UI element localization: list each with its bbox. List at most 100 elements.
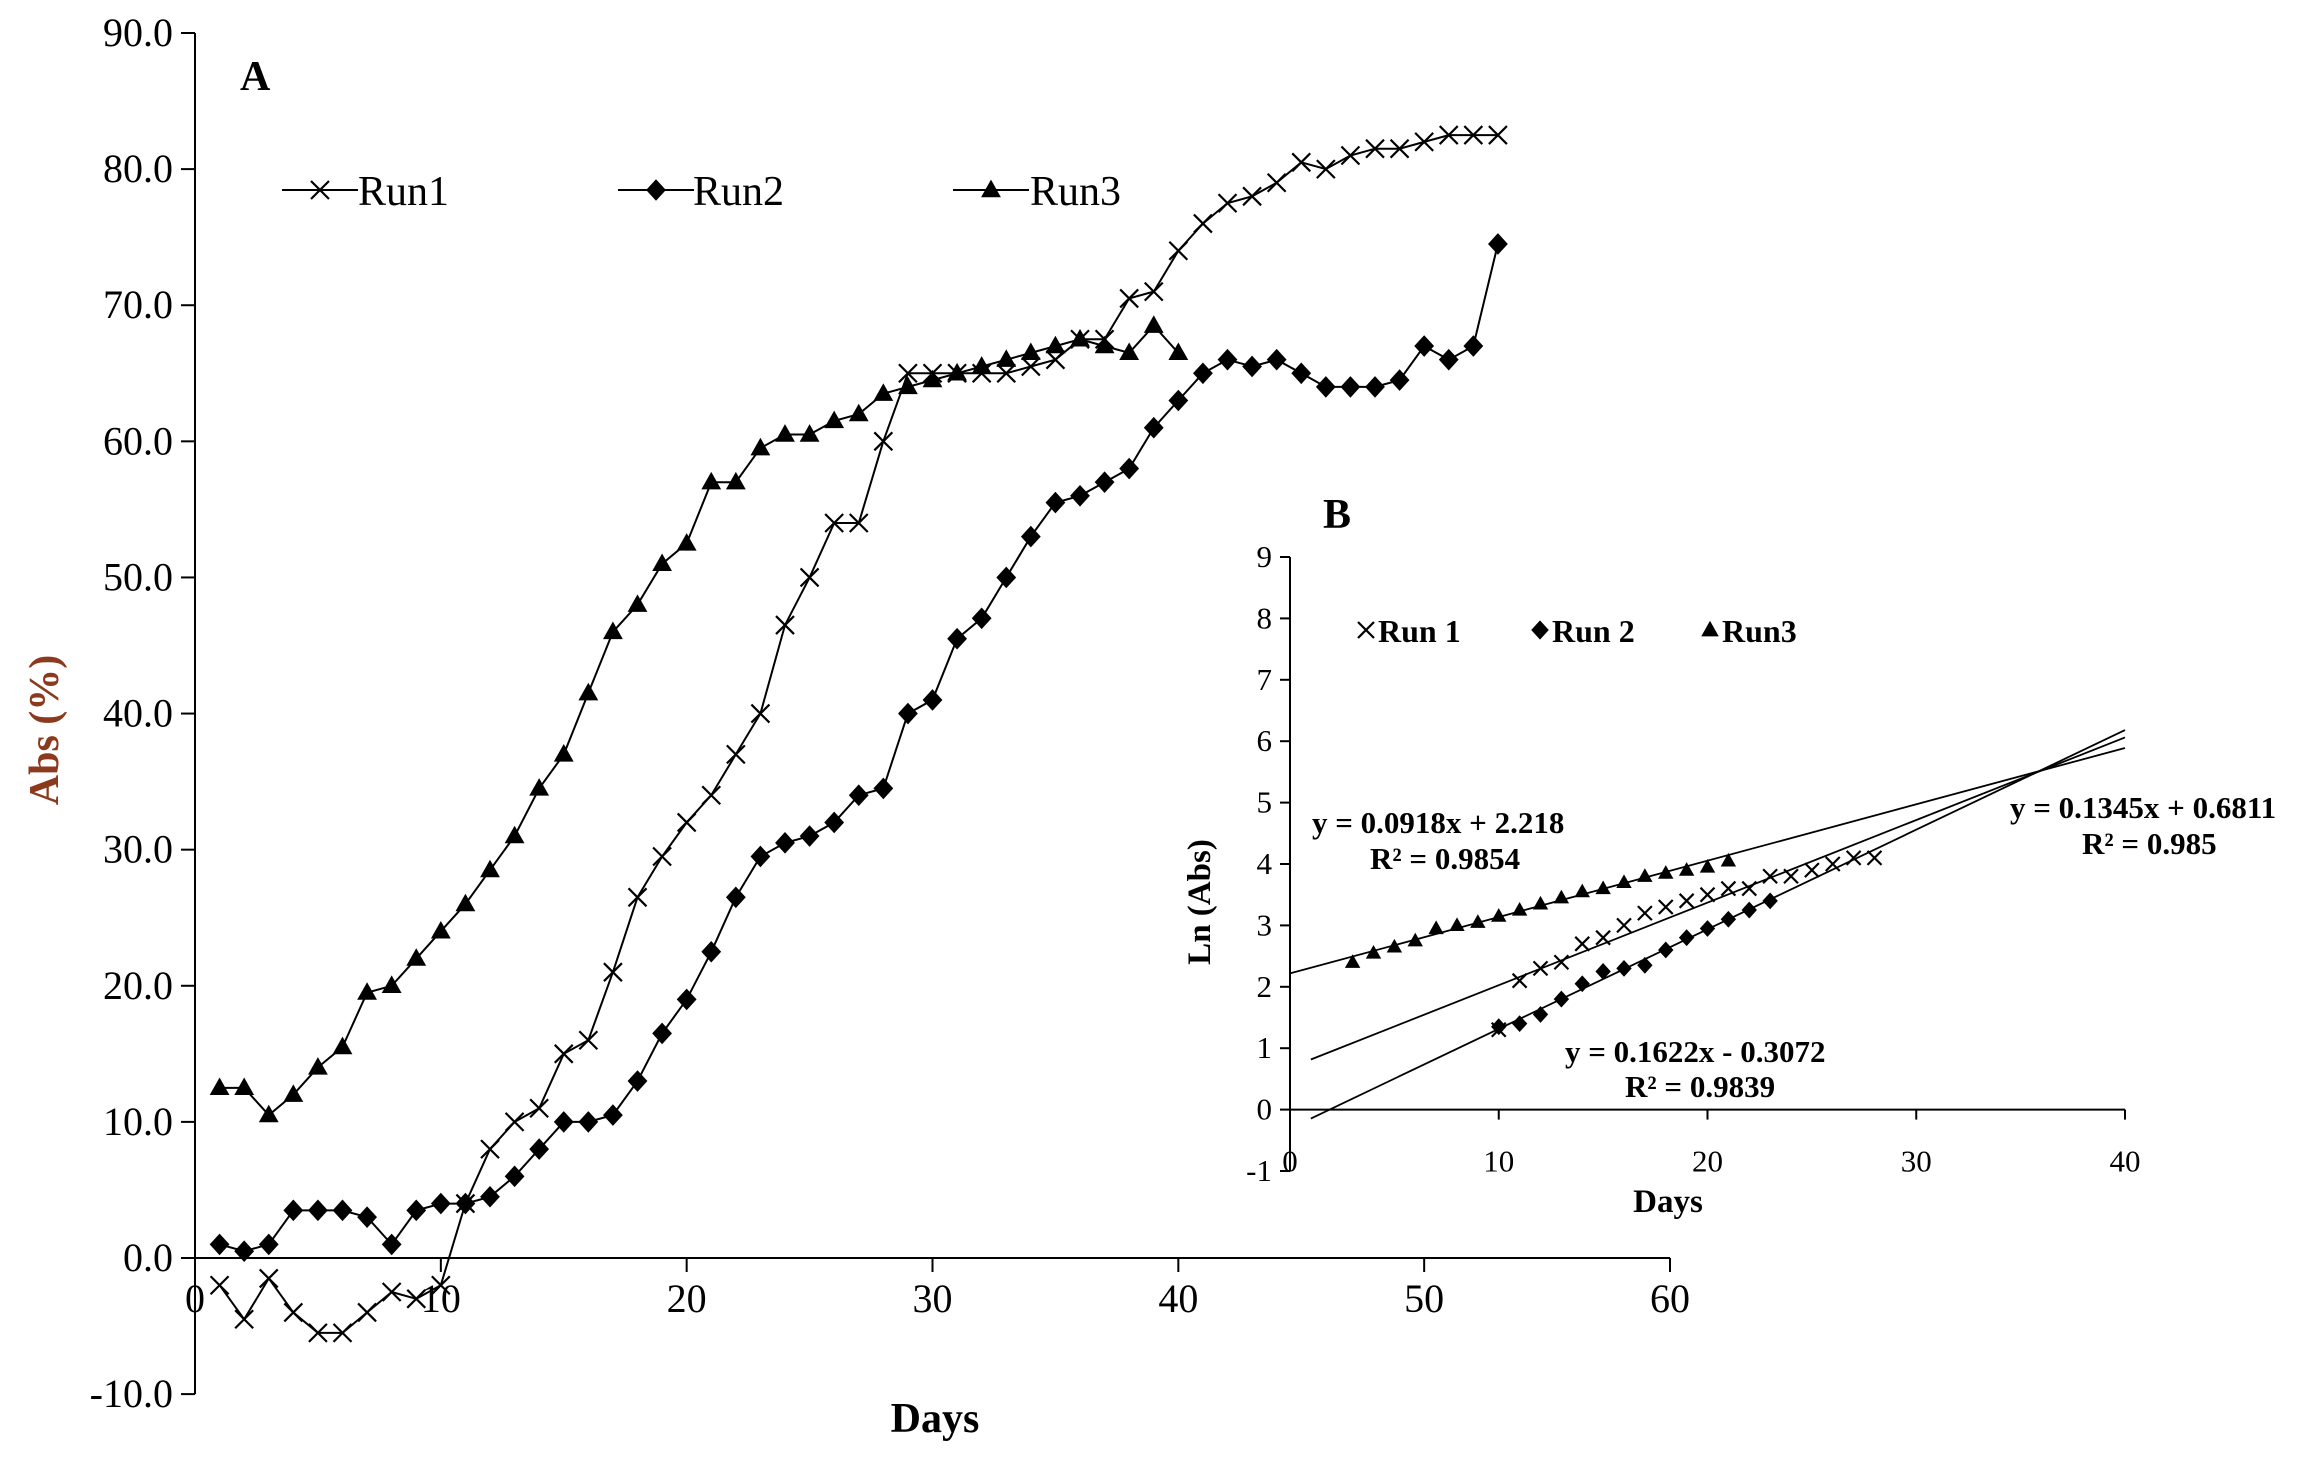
panel-b-x-tick-label: 30 [1901, 1144, 1932, 1179]
panel-a-data-point [1291, 362, 1312, 385]
panel-a-data-point [504, 825, 525, 844]
panel-a-data-point [529, 1098, 549, 1119]
panel-b-data-point [1616, 959, 1632, 977]
panel-a-y-tick-label: 20.0 [103, 963, 173, 1008]
panel-b-data-point [1365, 944, 1382, 959]
panel-a-series-line [218, 134, 1498, 1334]
panel-a-series-run1 [209, 125, 1508, 1343]
panel-a-data-point [258, 1233, 279, 1256]
panel-a-data-point [898, 376, 918, 395]
panel-b-data-point [1678, 862, 1695, 876]
panel-b-data-point [1344, 954, 1361, 968]
panel-a-data-point [627, 887, 648, 908]
panel-b-data-point [1574, 975, 1590, 993]
fit-r2-run2: R² = 0.9839 [1625, 1069, 1775, 1104]
panel-b-y-tick-label: 9 [1257, 539, 1273, 574]
panel-a-y-tick-label: 60.0 [103, 418, 173, 463]
panel-a-data-point [480, 859, 500, 878]
panel-a-data-point [873, 383, 894, 401]
panel-a-data-point [430, 1192, 451, 1215]
panel-a-data-point [430, 920, 451, 939]
panel-b-data-point [1616, 874, 1632, 889]
panel-a-data-point [431, 1275, 451, 1295]
panel-b-data-point [1574, 883, 1590, 898]
panel-a-data-point [603, 1104, 623, 1126]
panel-a-data-point [1438, 348, 1459, 371]
panel-a-data-point [1119, 342, 1140, 361]
panel-a-data-point [775, 832, 795, 854]
panel-b-data-point [1491, 908, 1507, 922]
legend-b-run2-label: Run 2 [1552, 613, 1635, 649]
panel-a-data-point [1193, 213, 1213, 234]
panel-b-series-run2 [1310, 729, 2126, 1120]
panel-a-data-point [996, 349, 1017, 367]
panel-a-data-point [1266, 172, 1287, 193]
panel-a-data-point [357, 1206, 377, 1228]
panel-a-data-point [308, 1057, 328, 1075]
legend-a-marker [981, 179, 1001, 198]
panel-a-data-point [357, 1302, 377, 1323]
panel-a-data-point [381, 975, 402, 993]
chart-marks: -10.0 0.0 10.0 20.0 30.0 40.0 50.0 60.0 70.0 80.0… [90, 10, 2141, 1416]
panel-a-data-point [1020, 342, 1041, 361]
panel-b-data-point [1637, 868, 1653, 882]
panel-a-data-point [701, 785, 722, 805]
panel-b-series-run3 [1289, 747, 2126, 975]
panel-b-data-point [1657, 899, 1674, 915]
panel-a-data-point [898, 702, 918, 725]
panel-b-data-point [1595, 880, 1611, 895]
panel-a-data-point [652, 553, 672, 572]
panel-b-y-tick-label: 1 [1257, 1030, 1273, 1065]
panel-b-data-point [1658, 941, 1674, 959]
panel-b-data-point [1511, 902, 1528, 916]
panel-a-data-point [1119, 457, 1140, 480]
panel-a-data-point [209, 1233, 230, 1256]
panel-b-data-point [1553, 954, 1570, 971]
panel-b-data-point [1678, 929, 1695, 947]
panel-a-data-point [799, 567, 820, 588]
panel-b-y-tick-label: 0 [1257, 1092, 1273, 1127]
panel-a-data-point [1217, 193, 1238, 213]
panel-a-data-point [775, 615, 795, 635]
panel-b-data-point [1532, 895, 1549, 910]
panel-a-data-point [529, 778, 550, 796]
panel-b-data-point [1678, 893, 1695, 909]
panel-b-data-point [1637, 956, 1653, 974]
panel-b-label: B [1323, 492, 1351, 538]
panel-a-data-point [1021, 356, 1041, 377]
panel-b-data-point [1574, 936, 1591, 952]
panel-a-data-point [1291, 152, 1312, 173]
panel-a-data-point [652, 846, 672, 867]
panel-a-data-point [357, 982, 377, 1000]
legend-b-marker [1531, 620, 1549, 640]
panel-a-data-point [898, 363, 918, 384]
panel-a-data-point [258, 1104, 279, 1123]
panel-b-y-tick-label: 5 [1257, 785, 1273, 820]
panel-a-data-point [1340, 145, 1361, 166]
panel-a-data-point [1119, 288, 1139, 309]
fit-equation-run1: y = 0.1345x + 0.6811 [2010, 790, 2276, 825]
panel-b-data-point [1511, 1015, 1528, 1033]
panel-a-data-point [627, 594, 648, 612]
panel-a-data-point [480, 1139, 500, 1159]
panel-a-data-point [1070, 328, 1090, 347]
legend-b-run1-label: Run 1 [1378, 613, 1461, 649]
panel-a-data-point [1070, 484, 1090, 507]
legend-a-run1-label: Run1 [358, 169, 449, 215]
panel-a-data-point [553, 1111, 574, 1133]
panel-b-y-tick-label: 7 [1257, 662, 1273, 697]
panel-a-data-point [504, 1165, 525, 1188]
panel-a-y-tick-label: 50.0 [103, 554, 173, 599]
legend-b-run3-label: Run3 [1722, 613, 1797, 649]
panel-a-data-point [308, 1199, 328, 1222]
panel-a-data-point [1143, 416, 1164, 439]
panel-a-data-point [996, 363, 1017, 384]
panel-a-data-point [283, 1302, 304, 1323]
fit-equation-run3: y = 0.0918x + 2.218 [1312, 805, 1564, 840]
legend-b-marker [1701, 620, 1719, 637]
panel-a-data-point [553, 744, 574, 762]
panel-a-data-point [750, 845, 771, 868]
panel-a-data-point [1463, 125, 1484, 145]
panel-a-data-point [578, 1030, 599, 1050]
